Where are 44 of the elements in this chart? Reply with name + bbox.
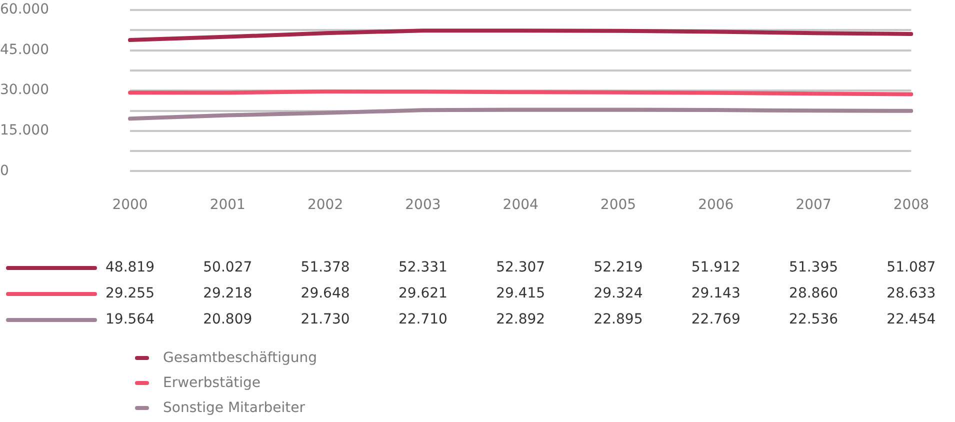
data-label: 22.895 [594, 312, 643, 328]
data-label: 51.395 [789, 260, 838, 276]
data-label: 52.307 [496, 260, 546, 276]
data-label: 51.087 [886, 260, 936, 276]
y-tick-label: 30.000 [0, 82, 49, 98]
y-tick-label: 45.000 [0, 42, 49, 58]
data-label: 22.710 [398, 312, 448, 328]
data-label: 28.860 [789, 286, 838, 302]
data-label: 51.912 [691, 260, 740, 276]
data-label: 19.564 [106, 312, 155, 328]
data-label: 29.415 [496, 286, 546, 302]
data-label: 52.331 [398, 260, 448, 276]
data-label: 21.730 [300, 312, 350, 328]
data-label: 29.218 [203, 286, 252, 302]
x-tick-label: 2006 [698, 197, 734, 214]
data-label: 22.892 [496, 312, 546, 328]
x-tick-label: 2003 [405, 197, 441, 214]
data-label: 50.027 [203, 260, 252, 276]
data-label: 20.809 [203, 312, 252, 328]
data-label: 29.143 [691, 286, 740, 302]
data-label: 29.648 [300, 286, 350, 302]
legend-label: Sonstige Mitarbeiter [163, 400, 305, 416]
data-label: 48.819 [106, 260, 154, 276]
x-tick-label: 2005 [600, 197, 636, 214]
x-tick-label: 2007 [796, 197, 832, 214]
data-label: 29.621 [398, 286, 448, 302]
y-tick-label: 15.000 [0, 122, 49, 139]
data-label: 22.769 [691, 312, 740, 328]
x-tick-label: 2000 [112, 197, 148, 214]
data-label: 29.324 [594, 286, 643, 302]
data-label: 28.633 [886, 286, 936, 302]
y-tick-label: 60.000 [0, 2, 49, 18]
data-label: 29.255 [106, 286, 154, 302]
x-tick-label: 2001 [210, 197, 246, 214]
x-tick-label: 2004 [502, 197, 538, 214]
data-label: 51.378 [300, 260, 350, 276]
legend-label: Erwerbstätige [163, 374, 261, 390]
legend-label: Gesamtbeschäftigung [163, 350, 317, 366]
data-label: 22.536 [789, 312, 838, 328]
x-tick-label: 2002 [307, 197, 344, 214]
data-label: 52.219 [594, 260, 643, 276]
y-tick-label: 0 [0, 162, 9, 179]
data-label: 22.454 [886, 312, 936, 328]
x-tick-label: 2008 [893, 197, 930, 214]
